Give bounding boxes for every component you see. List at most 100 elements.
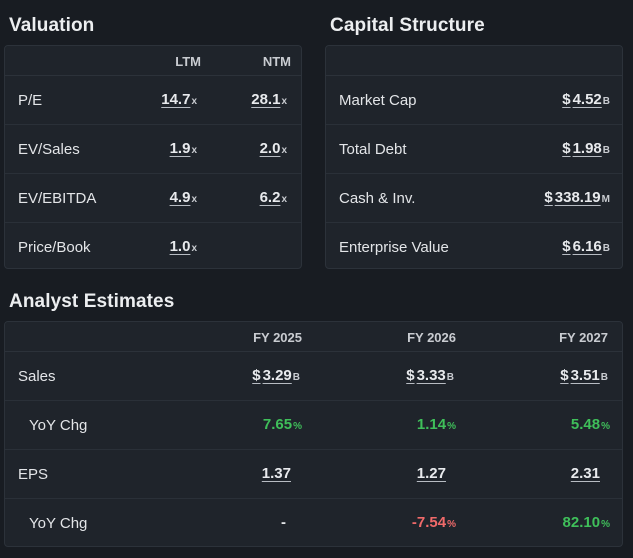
unit-suffix: B	[602, 145, 610, 156]
amount: 5.48	[570, 416, 601, 433]
row-label: Market Cap	[339, 92, 417, 109]
eps-fy2026-value[interactable]: 1.27	[417, 465, 446, 482]
row-label: EPS	[18, 466, 49, 483]
capital-row-total-debt: Total Debt $1.98B	[326, 125, 622, 174]
price-book-ltm-value[interactable]: 1.0x	[170, 238, 197, 255]
valuation-row-ev-sales: EV/Sales 1.9x 2.0x	[5, 125, 301, 174]
value-link[interactable]: $338.19	[544, 189, 600, 206]
estimates-row-eps-yoy: YoY Chg - -7.54% 82.10%	[5, 499, 622, 546]
unit-suffix: B	[292, 372, 300, 383]
unit-suffix: x	[281, 145, 287, 156]
value-link[interactable]: 1.37	[261, 465, 291, 482]
value-link[interactable]: 1.0	[169, 238, 191, 255]
estimates-row-sales: Sales $3.29B $3.33B $3.51B	[5, 352, 622, 401]
value-link[interactable]: $3.33	[406, 367, 446, 384]
amount: 3.33	[416, 367, 446, 384]
ev-ebitda-ntm-value[interactable]: 6.2x	[260, 189, 287, 206]
currency-symbol: $	[544, 189, 553, 206]
unit-suffix: x	[191, 194, 197, 205]
row-label: YoY Chg	[29, 515, 88, 532]
capital-structure-header-row	[326, 46, 622, 76]
unit-suffix: B	[602, 243, 610, 254]
row-label: Total Debt	[339, 141, 407, 158]
amount: -	[281, 514, 286, 531]
row-label: EV/Sales	[18, 141, 80, 158]
column-header-ltm: LTM	[175, 54, 201, 69]
analyst-estimates-card: FY 2025 FY 2026 FY 2027 Sales $3.29B $3.…	[4, 321, 623, 547]
value-link[interactable]: 4.9	[169, 189, 191, 206]
unit-suffix: %	[601, 519, 610, 530]
capital-structure-card: Market Cap $4.52B Total Debt $1.98B Cash…	[325, 45, 623, 269]
market-cap-value[interactable]: $4.52B	[562, 91, 610, 108]
sales-fy2027-value[interactable]: $3.51B	[560, 367, 608, 384]
capital-structure-title: Capital Structure	[330, 15, 485, 36]
sales-yoy-fy2027-value: 5.48%	[571, 416, 610, 433]
unit-suffix: %	[447, 421, 456, 432]
value-link[interactable]: $3.29	[252, 367, 292, 384]
currency-symbol: $	[252, 367, 261, 384]
eps-fy2027-value[interactable]: 2.31	[571, 465, 600, 482]
unit-suffix: x	[281, 96, 287, 107]
column-header-fy2027: FY 2027	[559, 330, 608, 345]
column-header-fy2025: FY 2025	[253, 330, 302, 345]
amount: 1.14	[416, 416, 447, 433]
ev-sales-ltm-value[interactable]: 1.9x	[170, 140, 197, 157]
analyst-estimates-title: Analyst Estimates	[9, 291, 175, 312]
currency-symbol: $	[562, 238, 571, 255]
valuation-row-price-book: Price/Book 1.0x	[5, 223, 301, 268]
row-label: Price/Book	[18, 239, 91, 256]
value-link[interactable]: $6.16	[562, 238, 602, 255]
value-link[interactable]: 1.9	[169, 140, 191, 157]
amount: 82.10	[562, 514, 601, 531]
value-link[interactable]: 6.2	[259, 189, 281, 206]
amount: 1.98	[572, 140, 602, 157]
enterprise-value-value[interactable]: $6.16B	[562, 238, 610, 255]
value-link[interactable]: $3.51	[560, 367, 600, 384]
amount: 7.65	[262, 416, 293, 433]
estimates-row-eps: EPS 1.37 1.27 2.31	[5, 450, 622, 499]
currency-symbol: $	[562, 91, 571, 108]
total-debt-value[interactable]: $1.98B	[562, 140, 610, 157]
estimates-row-sales-yoy: YoY Chg 7.65% 1.14% 5.48%	[5, 401, 622, 450]
currency-symbol: $	[560, 367, 569, 384]
cash-inv-value[interactable]: $338.19M	[544, 189, 610, 206]
eps-fy2025-value[interactable]: 1.37	[262, 465, 291, 482]
ev-ebitda-ltm-value[interactable]: 4.9x	[170, 189, 197, 206]
valuation-row-pe: P/E 14.7x 28.1x	[5, 76, 301, 125]
row-label: Sales	[18, 368, 56, 385]
column-header-ntm: NTM	[262, 54, 291, 69]
eps-yoy-fy2026-value: -7.54%	[412, 514, 456, 531]
value-link[interactable]: 2.31	[570, 465, 600, 482]
pe-ltm-value[interactable]: 14.7x	[161, 91, 197, 108]
amount: 338.19	[554, 189, 601, 206]
amount: 3.51	[570, 367, 600, 384]
value-link[interactable]: $4.52	[562, 91, 602, 108]
amount: 3.29	[262, 367, 292, 384]
row-label: YoY Chg	[29, 417, 88, 434]
value-link[interactable]: 28.1	[251, 91, 281, 108]
value-link[interactable]: 1.27	[416, 465, 446, 482]
ev-sales-ntm-value[interactable]: 2.0x	[260, 140, 287, 157]
pe-ntm-value[interactable]: 28.1x	[251, 91, 287, 108]
row-label: Enterprise Value	[339, 239, 449, 256]
unit-suffix: x	[191, 243, 197, 254]
amount: 6.16	[572, 238, 602, 255]
value-link[interactable]: $1.98	[562, 140, 602, 157]
unit-suffix: x	[281, 194, 287, 205]
row-label: P/E	[18, 92, 43, 109]
valuation-header-row: LTM NTM	[5, 46, 301, 76]
value-link[interactable]: 14.7	[161, 91, 191, 108]
capital-row-enterprise-value: Enterprise Value $6.16B	[326, 223, 622, 268]
valuation-row-ev-ebitda: EV/EBITDA 4.9x 6.2x	[5, 174, 301, 223]
unit-suffix: B	[600, 372, 608, 383]
row-label: Cash & Inv.	[339, 190, 416, 207]
unit-suffix: M	[601, 194, 610, 205]
sales-fy2025-value[interactable]: $3.29B	[252, 367, 300, 384]
sales-fy2026-value[interactable]: $3.33B	[406, 367, 454, 384]
column-header-fy2026: FY 2026	[407, 330, 456, 345]
currency-symbol: $	[562, 140, 571, 157]
row-label: EV/EBITDA	[18, 190, 97, 207]
value-link[interactable]: 2.0	[259, 140, 281, 157]
valuation-card: LTM NTM P/E 14.7x 28.1x EV/Sales 1.9x 2.…	[4, 45, 302, 269]
valuation-title: Valuation	[9, 15, 95, 36]
